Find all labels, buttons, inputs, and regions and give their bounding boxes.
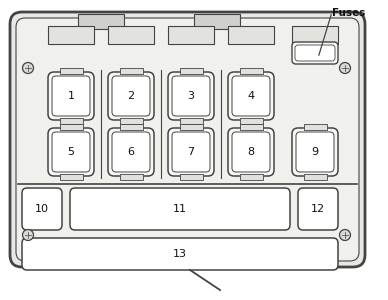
Text: 12: 12 — [311, 204, 325, 214]
Bar — [59, 174, 83, 180]
FancyBboxPatch shape — [228, 128, 274, 176]
Bar — [239, 118, 263, 124]
Bar — [108, 26, 154, 44]
FancyBboxPatch shape — [108, 128, 154, 176]
Text: Fuses: Fuses — [332, 8, 365, 18]
Text: 6: 6 — [128, 147, 135, 157]
FancyBboxPatch shape — [232, 132, 270, 172]
FancyBboxPatch shape — [172, 132, 210, 172]
FancyBboxPatch shape — [52, 132, 90, 172]
Circle shape — [23, 230, 33, 241]
Bar — [180, 124, 203, 130]
FancyBboxPatch shape — [108, 72, 154, 120]
Bar — [239, 174, 263, 180]
FancyBboxPatch shape — [112, 132, 150, 172]
FancyBboxPatch shape — [295, 45, 335, 61]
Bar — [180, 68, 203, 74]
Circle shape — [340, 62, 350, 74]
FancyBboxPatch shape — [48, 128, 94, 176]
Bar — [168, 26, 214, 44]
Bar — [59, 124, 83, 130]
Bar — [120, 118, 142, 124]
FancyBboxPatch shape — [22, 188, 62, 230]
Bar — [292, 26, 338, 44]
Text: 5: 5 — [68, 147, 74, 157]
Bar — [120, 68, 142, 74]
FancyBboxPatch shape — [228, 72, 274, 120]
Bar — [59, 118, 83, 124]
Bar — [180, 174, 203, 180]
FancyBboxPatch shape — [296, 132, 334, 172]
FancyBboxPatch shape — [10, 12, 365, 267]
Bar — [239, 68, 263, 74]
FancyBboxPatch shape — [168, 72, 214, 120]
Bar — [260, 263, 268, 269]
Bar — [303, 174, 326, 180]
Text: 9: 9 — [312, 147, 319, 157]
FancyBboxPatch shape — [16, 18, 359, 261]
FancyBboxPatch shape — [52, 76, 90, 116]
Text: 3: 3 — [187, 91, 194, 101]
Text: 1: 1 — [68, 91, 74, 101]
Bar — [59, 68, 83, 74]
FancyBboxPatch shape — [70, 188, 290, 230]
Text: 7: 7 — [187, 147, 194, 157]
Bar — [120, 124, 142, 130]
Bar — [120, 263, 128, 269]
Bar — [120, 174, 142, 180]
FancyBboxPatch shape — [22, 238, 338, 270]
Bar — [230, 263, 238, 269]
Text: 11: 11 — [173, 204, 187, 214]
FancyBboxPatch shape — [292, 42, 338, 64]
Bar — [194, 14, 240, 29]
Bar — [180, 118, 203, 124]
FancyBboxPatch shape — [48, 72, 94, 120]
Bar — [239, 124, 263, 130]
Text: 4: 4 — [248, 91, 255, 101]
Text: 13: 13 — [173, 249, 187, 259]
Text: 10: 10 — [35, 204, 49, 214]
FancyBboxPatch shape — [172, 76, 210, 116]
Bar — [90, 263, 98, 269]
FancyBboxPatch shape — [112, 76, 150, 116]
Bar — [78, 14, 124, 29]
Text: 8: 8 — [248, 147, 255, 157]
FancyBboxPatch shape — [232, 76, 270, 116]
FancyBboxPatch shape — [298, 188, 338, 230]
Bar — [303, 124, 326, 130]
Bar — [48, 26, 94, 44]
FancyBboxPatch shape — [292, 128, 338, 176]
Text: 2: 2 — [127, 91, 135, 101]
FancyBboxPatch shape — [168, 128, 214, 176]
Circle shape — [23, 62, 33, 74]
Circle shape — [340, 230, 350, 241]
Bar — [228, 26, 274, 44]
